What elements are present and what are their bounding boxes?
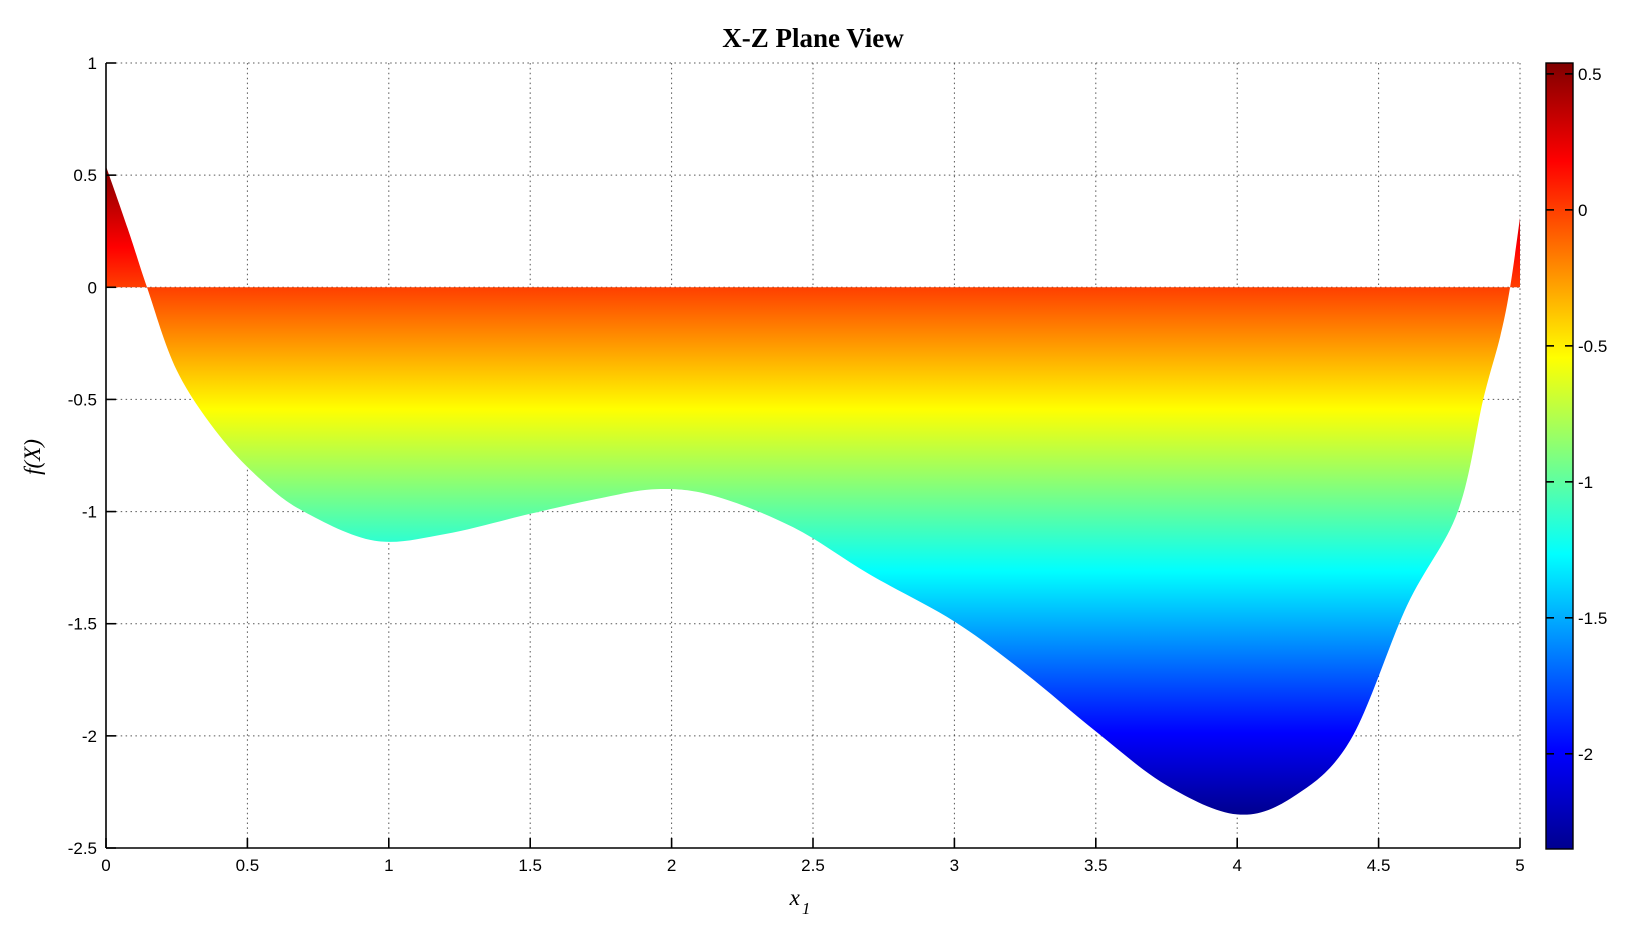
plot-title: X-Z Plane View bbox=[722, 23, 904, 53]
y-tick-label: -1 bbox=[82, 503, 97, 522]
x-tick-label: 0.5 bbox=[236, 856, 260, 875]
x-tick-label: 4 bbox=[1232, 856, 1241, 875]
y-tick-label: -0.5 bbox=[68, 390, 97, 409]
x-tick-label: 2 bbox=[667, 856, 676, 875]
colorbar-tick-label: -1 bbox=[1578, 473, 1593, 492]
x-tick-label: 1 bbox=[384, 856, 393, 875]
x-tick-label: 4.5 bbox=[1367, 856, 1391, 875]
colorbar: 0.5 0 -0.5 -1 -1.5 -2 bbox=[1545, 62, 1607, 850]
colorbar-tick-label: 0.5 bbox=[1578, 65, 1602, 84]
y-tick-label: 0 bbox=[88, 278, 97, 297]
colorbar-strip bbox=[1546, 63, 1573, 849]
y-tick-label: -2 bbox=[82, 727, 97, 746]
y-tick-label: 1 bbox=[88, 54, 97, 73]
y-axis-label: f(X) bbox=[20, 439, 45, 475]
x-tick-label: 2.5 bbox=[801, 856, 825, 875]
colorbar-tick-label: -1.5 bbox=[1578, 609, 1607, 628]
colorbar-tick-label: 0 bbox=[1578, 201, 1587, 220]
x-tick-label: 5 bbox=[1515, 856, 1524, 875]
x-axis-label-main: x bbox=[789, 885, 801, 910]
y-tick-label: -1.5 bbox=[68, 615, 97, 634]
x-tick-label: 3 bbox=[950, 856, 959, 875]
y-tick-label: -2.5 bbox=[68, 839, 97, 858]
colorbar-tick-label: -2 bbox=[1578, 745, 1593, 764]
x-tick-label: 3.5 bbox=[1084, 856, 1108, 875]
axes: 0 0.5 1 1.5 2 2.5 3 3.5 4 4.5 5 1 0.5 0 -0.5 -1 -1.5 -2 -2… bbox=[68, 54, 1525, 875]
x-axis-label-subscript: 1 bbox=[802, 899, 811, 918]
colorbar-tick-label: -0.5 bbox=[1578, 337, 1607, 356]
y-tick-label: 0.5 bbox=[73, 166, 97, 185]
x-tick-label: 1.5 bbox=[518, 856, 542, 875]
colorbar-border bbox=[1545, 62, 1574, 850]
x-tick-label: 0 bbox=[101, 856, 110, 875]
surface-fill-region bbox=[106, 166, 1520, 815]
